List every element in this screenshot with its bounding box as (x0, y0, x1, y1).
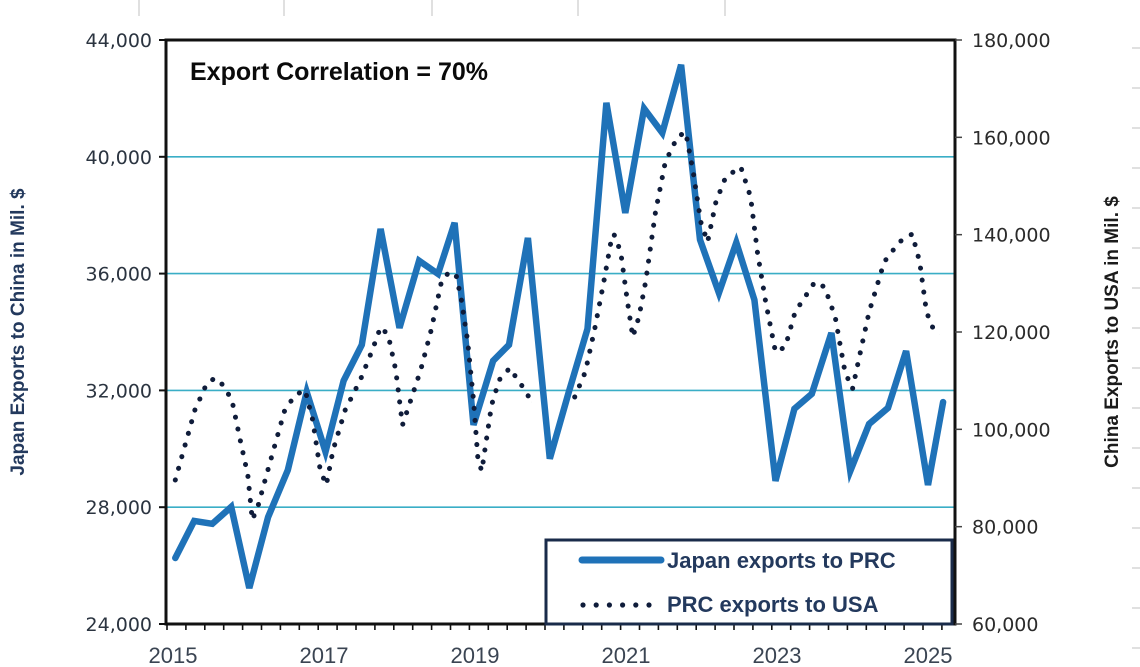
left-axis-tick-label: 36,000 (86, 264, 152, 286)
legend-label-prc: PRC exports to USA (667, 592, 879, 617)
right-axis-tick-label: 60,000 (972, 614, 1038, 636)
right-axis-tick-label: 140,000 (972, 225, 1051, 247)
x-axis-tick-label: 2023 (753, 643, 802, 667)
x-axis-tick-label: 2021 (602, 643, 651, 667)
x-axis-tick-label: 2025 (904, 643, 953, 667)
left-axis-tick-label: 32,000 (86, 380, 152, 402)
left-axis-tick-label: 44,000 (86, 30, 152, 52)
legend-box (544, 538, 954, 626)
legend-dot (633, 602, 639, 608)
legend-dot (606, 602, 613, 608)
left-axis: 24,000 28,000 32,000 36,000 40,000 44,000 (86, 30, 166, 636)
right-axis-tick-label: 100,000 (972, 419, 1051, 441)
series-line-japan-exports-to-prc (172, 63, 947, 589)
right-axis-tick-label: 180,000 (972, 30, 1051, 52)
legend-dot (646, 602, 652, 608)
left-axis-tick-label: 40,000 (86, 147, 152, 169)
left-axis-title: Japan Exports to China in Mil. $ (8, 188, 29, 476)
x-axis-tick-label: 2015 (149, 643, 198, 667)
x-axis-tick-label: 2019 (451, 643, 500, 667)
right-axis-tick-label: 160,000 (972, 127, 1051, 149)
right-axis-title: China Exports to USA in Mil. $ (1102, 196, 1123, 468)
background-marks (138, 0, 1140, 649)
legend-dot (593, 602, 599, 608)
series-layer (172, 63, 947, 589)
right-axis-tick-label: 80,000 (972, 517, 1038, 539)
series-line-prc-exports-to-usa (572, 129, 942, 400)
x-axis: 2015 2017 2019 2021 2023 2025 (149, 624, 953, 667)
legend-swatch-prc (580, 602, 652, 608)
correlation-annotation: Export Correlation = 70% (190, 58, 488, 86)
right-axis-tick-label: 120,000 (972, 322, 1051, 344)
x-axis-tick-label: 2017 (300, 643, 349, 667)
legend: Japan exports to PRC PRC exports to USA (544, 538, 954, 626)
gridlines (166, 156, 955, 509)
legend-dot (620, 602, 626, 608)
left-axis-tick-label: 24,000 (86, 614, 152, 636)
right-axis: 60,000 80,000 100,000 120,000 140,000 160,000… (955, 30, 1051, 636)
series-line-prc-exports-to-usa (172, 269, 535, 523)
legend-dot (580, 602, 586, 608)
legend-label-japan: Japan exports to PRC (667, 548, 896, 573)
left-axis-tick-label: 28,000 (86, 497, 152, 519)
